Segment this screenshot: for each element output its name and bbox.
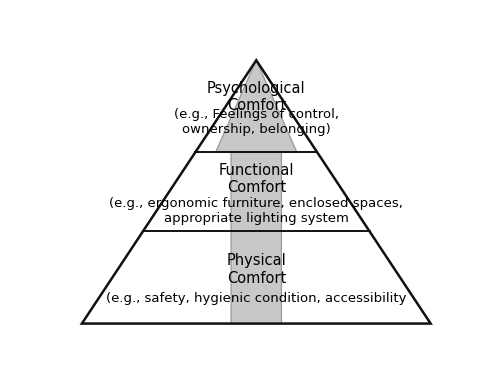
Text: Physical
Comfort: Physical Comfort: [226, 253, 286, 286]
Text: (e.g., safety, hygienic condition, accessibility: (e.g., safety, hygienic condition, acces…: [106, 292, 406, 305]
Text: (e.g., Feelings of control,
ownership, belonging): (e.g., Feelings of control, ownership, b…: [174, 108, 339, 136]
Text: Functional
Comfort: Functional Comfort: [218, 163, 294, 195]
Polygon shape: [216, 60, 297, 324]
Text: (e.g., ergonomic furniture, enclosed spaces,
appropriate lighting system: (e.g., ergonomic furniture, enclosed spa…: [110, 197, 403, 225]
Text: Psychological
Comfort: Psychological Comfort: [207, 81, 306, 113]
